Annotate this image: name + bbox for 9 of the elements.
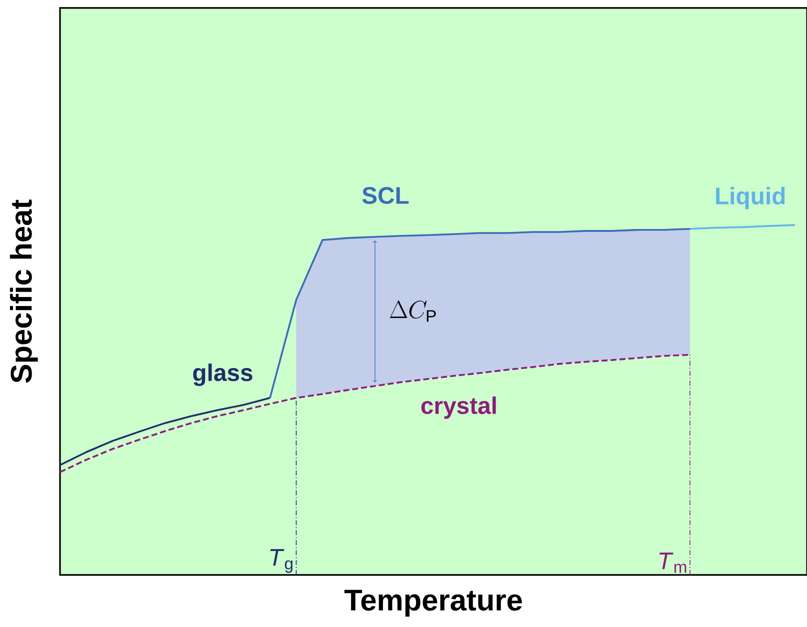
- annotation: T$_{g}$: [270, 549, 292, 573]
- series-label: SCL: [362, 187, 409, 204]
- annotation: T$_{m}$: [659, 552, 686, 573]
- series-label: glass: [193, 364, 252, 386]
- series-label: crystal: [421, 396, 496, 419]
- annotation: $\Delta C_{\mathrm{P}}$: [390, 300, 436, 322]
- y-axis-title: Specific heat: [10, 200, 38, 383]
- series-label: Liquid: [716, 186, 785, 210]
- x-axis-title: Temperature: [344, 590, 522, 617]
